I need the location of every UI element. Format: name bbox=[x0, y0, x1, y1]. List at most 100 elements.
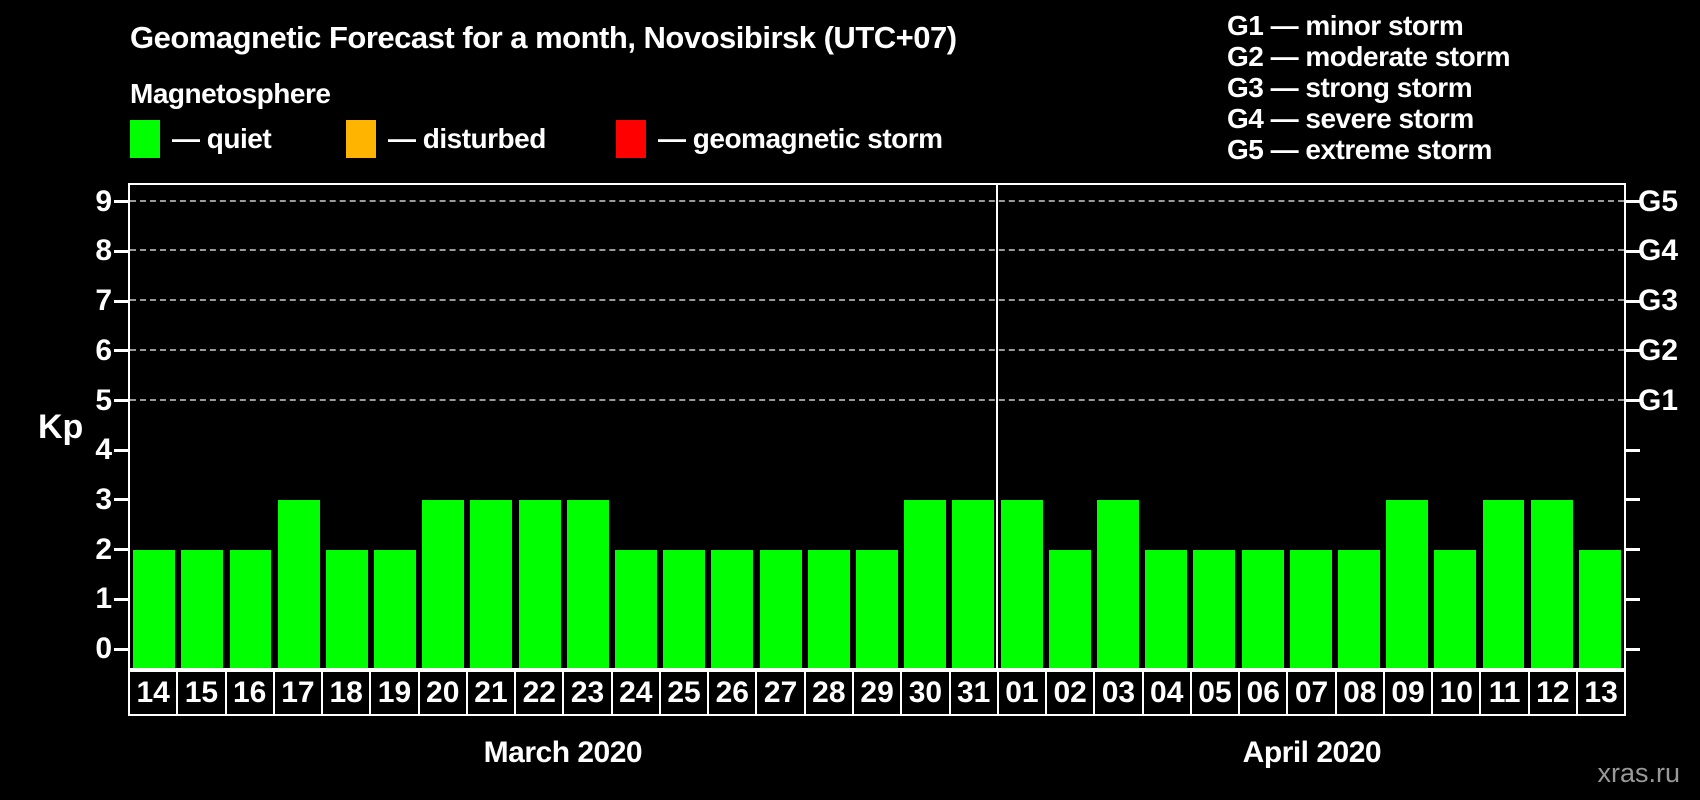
kp-bar-day-27 bbox=[759, 549, 802, 668]
kp-bar-day-02 bbox=[1048, 549, 1091, 668]
y-tick-label-6: 6 bbox=[95, 333, 112, 367]
left-tick-kp3 bbox=[114, 498, 128, 502]
y-tick-label-4: 4 bbox=[95, 433, 112, 467]
gridline-kp6 bbox=[130, 348, 1624, 351]
kp-bar-day-24 bbox=[615, 549, 657, 668]
legend-item-quiet: — quiet bbox=[130, 119, 272, 159]
kp-bar-day-03 bbox=[1097, 499, 1139, 668]
gridline-kp5 bbox=[130, 398, 1624, 401]
day-cell-23: 23 bbox=[563, 671, 612, 715]
day-cell-28: 28 bbox=[804, 671, 853, 715]
day-cell-13: 13 bbox=[1576, 671, 1626, 715]
gridline-kp9 bbox=[130, 199, 1624, 202]
day-cell-02: 02 bbox=[1046, 671, 1095, 715]
day-cell-15: 15 bbox=[177, 671, 226, 715]
left-tick-kp9 bbox=[114, 200, 128, 204]
day-cell-05: 05 bbox=[1190, 671, 1240, 715]
left-tick-kp7 bbox=[114, 299, 128, 303]
kp-bar-day-08 bbox=[1337, 549, 1380, 668]
y-tick-label-5: 5 bbox=[95, 383, 112, 417]
kp-bar-day-16 bbox=[229, 549, 272, 668]
day-cell-10: 10 bbox=[1432, 671, 1481, 715]
gridline-kp7 bbox=[130, 299, 1624, 302]
left-tick-kp8 bbox=[114, 249, 128, 253]
y-tick-label-2: 2 bbox=[95, 532, 112, 566]
day-cell-09: 09 bbox=[1383, 671, 1433, 715]
day-cell-19: 19 bbox=[370, 671, 419, 715]
kp-bar-day-30 bbox=[904, 499, 947, 668]
g-scale-legend: G1 — minor storm G2 — moderate storm G3 — … bbox=[1227, 10, 1511, 165]
right-label-G3: G3 bbox=[1638, 284, 1679, 318]
kp-bar-day-07 bbox=[1289, 549, 1332, 668]
y-tick-label-7: 7 bbox=[95, 284, 112, 318]
month-divider-line bbox=[996, 185, 999, 668]
left-tick-kp2 bbox=[114, 548, 128, 552]
day-cell-26: 26 bbox=[708, 671, 757, 715]
g-legend-line-G1: G1 — minor storm bbox=[1227, 10, 1464, 41]
month-label-1: April 2020 bbox=[1242, 736, 1382, 769]
day-cell-22: 22 bbox=[515, 671, 564, 715]
kp-bar-day-10 bbox=[1434, 549, 1477, 668]
legend-heading: Magnetosphere bbox=[130, 78, 331, 109]
right-tick-kp4 bbox=[1626, 448, 1640, 452]
day-cell-12: 12 bbox=[1528, 671, 1577, 715]
right-tick-kp2 bbox=[1626, 548, 1640, 552]
right-axis-g-labels: G5 G4 G3 G2 G1 bbox=[1638, 183, 1698, 670]
kp-bar-day-17 bbox=[277, 499, 320, 668]
kp-bar-day-05 bbox=[1193, 549, 1236, 668]
kp-bar-day-21 bbox=[470, 499, 513, 668]
right-tick-kp5 bbox=[1626, 399, 1640, 402]
left-tick-kp0 bbox=[114, 647, 128, 651]
right-label-G4: G4 bbox=[1638, 234, 1679, 268]
status-legend: — quiet — disturbed — geomagnetic storm bbox=[130, 119, 1080, 159]
g-legend-line-G4: G4 — severe storm bbox=[1227, 103, 1474, 134]
kp-bar-day-18 bbox=[325, 549, 368, 668]
gridline-kp8 bbox=[130, 249, 1624, 252]
legend-item-label: — disturbed bbox=[388, 123, 546, 154]
kp-bar-day-25 bbox=[663, 549, 706, 668]
day-cell-29: 29 bbox=[852, 671, 902, 715]
day-cell-31: 31 bbox=[949, 671, 998, 715]
disturbed-swatch-icon bbox=[346, 120, 376, 158]
y-tick-label-1: 1 bbox=[95, 582, 112, 616]
day-cell-03: 03 bbox=[1094, 671, 1143, 715]
y-axis-title: Kp bbox=[38, 408, 84, 446]
kp-bar-day-09 bbox=[1386, 499, 1429, 668]
left-tick-kp5 bbox=[114, 399, 128, 402]
legend-item-label: — geomagnetic storm bbox=[658, 123, 943, 154]
day-cell-18: 18 bbox=[322, 671, 371, 715]
day-cell-27: 27 bbox=[756, 671, 805, 715]
left-tick-kp4 bbox=[114, 448, 128, 452]
y-tick-label-9: 9 bbox=[95, 184, 112, 218]
y-tick-label-3: 3 bbox=[95, 482, 112, 516]
kp-bar-day-01 bbox=[1000, 499, 1043, 668]
left-tick-kp1 bbox=[114, 597, 128, 601]
day-cell-11: 11 bbox=[1480, 671, 1529, 715]
y-tick-label-0: 0 bbox=[95, 632, 112, 665]
legend-item-label: — quiet bbox=[172, 123, 272, 154]
right-tick-kp7 bbox=[1626, 299, 1640, 303]
day-cell-30: 30 bbox=[901, 671, 950, 715]
right-tick-kp9 bbox=[1626, 200, 1640, 204]
day-cell-24: 24 bbox=[611, 671, 660, 715]
plot-area bbox=[114, 183, 1640, 670]
kp-bar-day-20 bbox=[422, 499, 465, 668]
day-cell-25: 25 bbox=[659, 671, 709, 715]
kp-bar-day-31 bbox=[952, 499, 995, 668]
day-cell-14: 14 bbox=[129, 671, 178, 715]
kp-bar-day-13 bbox=[1578, 549, 1621, 668]
right-tick-kp6 bbox=[1626, 349, 1640, 353]
month-labels: March 2020 April 2020 bbox=[128, 736, 1626, 772]
day-cell-06: 06 bbox=[1239, 671, 1288, 715]
day-cell-04: 04 bbox=[1142, 671, 1191, 715]
day-cell-08: 08 bbox=[1335, 671, 1384, 715]
right-tick-kp0 bbox=[1626, 647, 1640, 651]
right-label-G2: G2 bbox=[1638, 333, 1679, 367]
page-title: Geomagnetic Forecast for a month, Novosi… bbox=[130, 20, 957, 55]
kp-bar-day-28 bbox=[807, 549, 850, 668]
legend-item-disturbed: — disturbed bbox=[346, 119, 546, 159]
day-cell-20: 20 bbox=[418, 671, 467, 715]
quiet-swatch-icon bbox=[130, 120, 160, 158]
kp-bar-day-15 bbox=[181, 549, 224, 668]
